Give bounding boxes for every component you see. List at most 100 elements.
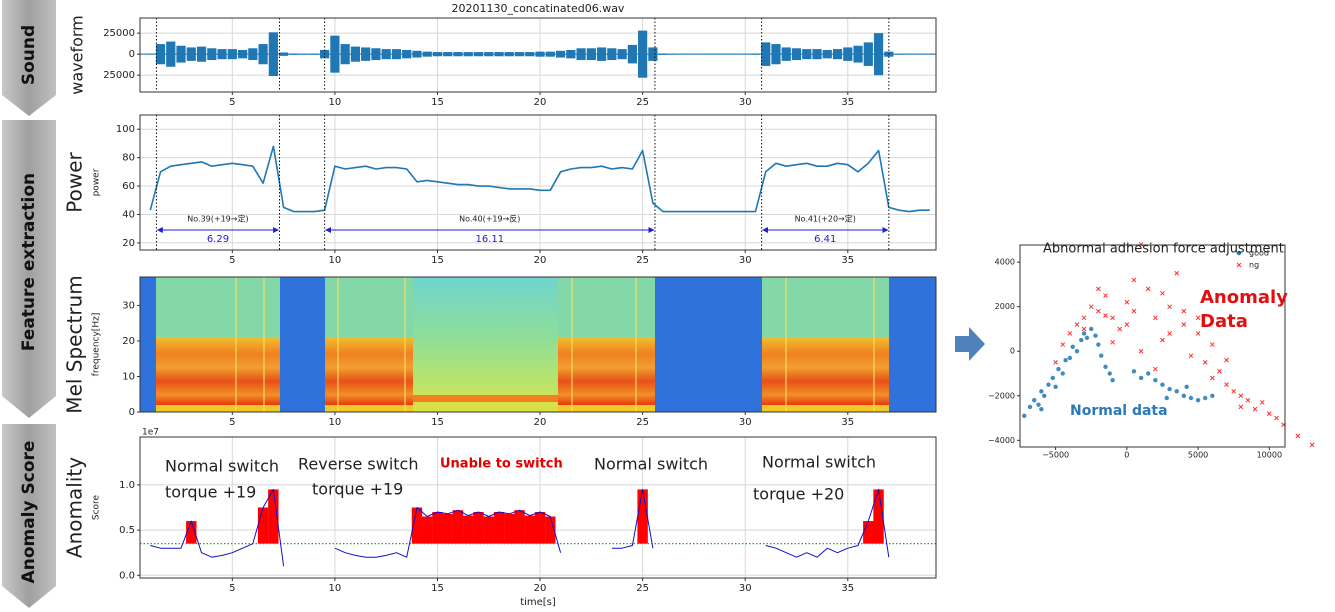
anomaly-fill: [524, 515, 535, 544]
segment-label: No.40(+19→反): [459, 214, 520, 224]
heat-band: [413, 395, 558, 402]
point: [1060, 342, 1066, 347]
y-axis-unit: frequency[Hz]: [92, 313, 102, 377]
wave-envelope: [422, 51, 432, 57]
x-tick-label: 30: [739, 255, 752, 266]
wave-envelope: [791, 48, 802, 61]
wave-envelope: [330, 35, 340, 73]
point: [1138, 348, 1144, 354]
wave-envelope: [832, 49, 843, 60]
point: [1231, 388, 1237, 394]
wave-envelope: [279, 52, 289, 56]
y-tick-label: 80: [122, 153, 135, 164]
heat-band: [558, 405, 655, 412]
point: [1184, 384, 1189, 390]
point: [1209, 375, 1215, 381]
wave-envelope: [566, 49, 576, 59]
wave-envelope: [309, 53, 319, 55]
annotation: Normal switch: [165, 457, 279, 476]
point: [1110, 377, 1115, 383]
point: [1124, 299, 1130, 305]
wave-envelope: [525, 52, 535, 57]
x-tick-label: 15: [431, 97, 444, 108]
annotation: Normal data: [1070, 403, 1168, 419]
heat-band: [156, 405, 280, 412]
annotation: torque +19: [312, 480, 403, 499]
point: [1224, 382, 1229, 387]
wave-envelope: [196, 46, 207, 62]
point: [1046, 382, 1051, 387]
y-tick-label: 2000: [995, 302, 1015, 311]
point: [1295, 433, 1301, 439]
wave-envelope: [248, 48, 258, 61]
wave-envelope: [730, 53, 740, 55]
wave-envelope: [443, 52, 453, 57]
wave-envelope: [822, 49, 832, 59]
wave-envelope: [484, 52, 494, 57]
heat-band: [889, 277, 936, 412]
point: [1131, 308, 1137, 314]
point: [1153, 377, 1158, 383]
wave-envelope: [473, 52, 484, 57]
anomaly-fill: [863, 521, 874, 544]
point: [1036, 402, 1041, 407]
side-labels: Sound Feature extraction Anomaly Score: [2, 0, 56, 608]
point: [1103, 364, 1108, 370]
x-tick-label: 25: [636, 583, 649, 594]
wave-envelope: [586, 48, 596, 61]
wave-envelope: [432, 52, 443, 57]
anomaly-fill: [432, 512, 443, 544]
plot-frame: [1019, 244, 1286, 448]
wave-envelope: [607, 48, 617, 61]
anomaly-fill: [504, 513, 515, 544]
wave-envelope: [186, 47, 196, 61]
wave-envelope: [289, 53, 299, 55]
x-tick-label: 30: [739, 417, 752, 428]
point: [1181, 393, 1187, 398]
wave-envelope: [668, 53, 679, 55]
point: [1152, 366, 1158, 372]
point: [1088, 304, 1094, 310]
side-label: Sound: [19, 25, 39, 85]
point: [1107, 371, 1112, 376]
y-tick-label: 10: [122, 371, 135, 382]
anomaly-fill: [637, 489, 648, 544]
point: [1167, 386, 1172, 392]
anomaly-fill: [186, 521, 197, 544]
point: [1060, 371, 1065, 376]
point: [1209, 342, 1215, 347]
anomaly-fill: [422, 516, 433, 544]
wave-envelope: [689, 53, 699, 55]
y-tick-label: 100: [116, 124, 135, 135]
wave-envelope: [812, 49, 822, 60]
wave-envelope: [268, 32, 278, 77]
wave-envelope: [750, 53, 761, 55]
wave-envelope: [504, 52, 514, 57]
x-tick-label: 10: [329, 417, 342, 428]
x-tick-label: 20: [534, 97, 547, 108]
y-tick-label: 1.0: [119, 480, 135, 491]
x-tick-label: 10000: [1257, 451, 1282, 460]
anomaly-fill: [442, 513, 453, 544]
point: [1081, 326, 1087, 332]
chart-heatmap: 0 10 20 30 5 10 15 20 25 30 35 Mel Spectrum frequenc…: [63, 275, 937, 428]
point: [1096, 308, 1101, 314]
point: [1238, 393, 1244, 399]
wave-envelope: [514, 52, 525, 57]
wave-envelope: [771, 44, 781, 65]
wave-envelope: [402, 49, 412, 59]
y-tick-label: 0: [1010, 347, 1015, 356]
point: [1224, 357, 1229, 363]
x-tick-label: 15: [431, 583, 444, 594]
anomaly-fill: [483, 516, 494, 544]
point: [1103, 293, 1108, 298]
x-tick-label: 0: [1124, 451, 1129, 460]
x-tick-label: 30: [739, 583, 752, 594]
segment-duration: 16.11: [475, 234, 504, 245]
wave-envelope: [699, 53, 709, 55]
point: [1188, 353, 1194, 359]
point: [1138, 241, 1144, 247]
plot-frame: [139, 17, 937, 93]
